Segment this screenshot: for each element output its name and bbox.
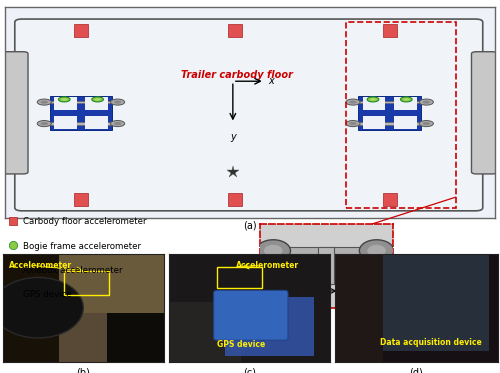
Bar [85, 116, 108, 129]
Circle shape [400, 97, 412, 102]
Text: GPS device: GPS device [217, 340, 265, 349]
Text: Axlebox accelerometer: Axlebox accelerometer [22, 266, 122, 275]
Circle shape [256, 270, 290, 292]
Circle shape [37, 120, 52, 126]
Text: x: x [268, 76, 274, 86]
Bar [383, 24, 396, 37]
Circle shape [349, 100, 356, 104]
Circle shape [110, 120, 124, 126]
Circle shape [58, 97, 70, 102]
Circle shape [404, 98, 409, 101]
Circle shape [264, 275, 282, 287]
Bar [2, 254, 59, 362]
Bar [350, 101, 429, 103]
Circle shape [419, 99, 434, 105]
Bar [394, 116, 416, 129]
Text: GPS device: GPS device [22, 290, 71, 299]
Bar [54, 116, 77, 129]
Bar [334, 254, 384, 362]
Circle shape [92, 97, 104, 102]
Bar [228, 24, 242, 37]
Polygon shape [364, 258, 383, 273]
Circle shape [346, 99, 360, 105]
Bar [318, 247, 334, 284]
Text: y: y [230, 132, 235, 142]
Text: Accelerometer: Accelerometer [9, 261, 72, 270]
Bar [276, 247, 376, 254]
Bar [276, 278, 376, 284]
Bar [346, 22, 456, 208]
Bar [362, 97, 386, 110]
Bar [64, 271, 109, 295]
Bar [59, 254, 164, 313]
Circle shape [40, 100, 48, 104]
Circle shape [40, 122, 48, 125]
Circle shape [37, 99, 52, 105]
Text: (b): (b) [76, 367, 90, 373]
Bar [42, 122, 120, 125]
Text: (c): (c) [243, 367, 256, 373]
Circle shape [422, 100, 430, 104]
Circle shape [367, 97, 379, 102]
Bar [168, 302, 241, 362]
Circle shape [346, 120, 360, 126]
Circle shape [419, 120, 434, 126]
Bar [54, 97, 77, 110]
Bar [362, 116, 386, 129]
Bar [383, 193, 396, 206]
Bar [225, 297, 314, 357]
Circle shape [94, 98, 100, 101]
FancyBboxPatch shape [214, 291, 288, 340]
Circle shape [0, 278, 83, 338]
Circle shape [62, 98, 67, 101]
Circle shape [370, 98, 376, 101]
Text: y: y [342, 286, 347, 295]
Circle shape [422, 122, 430, 125]
Text: Bogie frame accelerometer: Bogie frame accelerometer [22, 242, 141, 251]
Text: Accelerometer: Accelerometer [236, 261, 300, 270]
Bar [384, 254, 490, 351]
Circle shape [256, 240, 290, 261]
FancyBboxPatch shape [472, 52, 497, 174]
Circle shape [110, 99, 124, 105]
FancyBboxPatch shape [15, 19, 483, 211]
Circle shape [114, 100, 122, 104]
Bar [217, 267, 262, 288]
Bar [42, 101, 120, 103]
Text: Data acquisition device: Data acquisition device [380, 338, 482, 347]
Text: Carbody floor accelerometer: Carbody floor accelerometer [22, 217, 146, 226]
FancyBboxPatch shape [50, 96, 112, 130]
Text: (d): (d) [409, 367, 423, 373]
Circle shape [349, 122, 356, 125]
Bar [228, 193, 242, 206]
Bar [59, 313, 108, 362]
FancyBboxPatch shape [358, 96, 421, 130]
Circle shape [368, 245, 386, 257]
Circle shape [368, 275, 386, 287]
Text: Trailer carbody floor: Trailer carbody floor [182, 70, 294, 80]
Circle shape [264, 245, 282, 257]
Circle shape [360, 270, 394, 292]
Bar [74, 24, 88, 37]
Bar [85, 97, 108, 110]
Bar [74, 193, 88, 206]
Text: (a): (a) [243, 221, 257, 231]
Bar [350, 122, 429, 125]
FancyBboxPatch shape [2, 52, 28, 174]
Bar [394, 97, 416, 110]
Text: x: x [313, 306, 318, 315]
Polygon shape [260, 258, 278, 273]
Circle shape [114, 122, 122, 125]
Circle shape [360, 240, 394, 261]
